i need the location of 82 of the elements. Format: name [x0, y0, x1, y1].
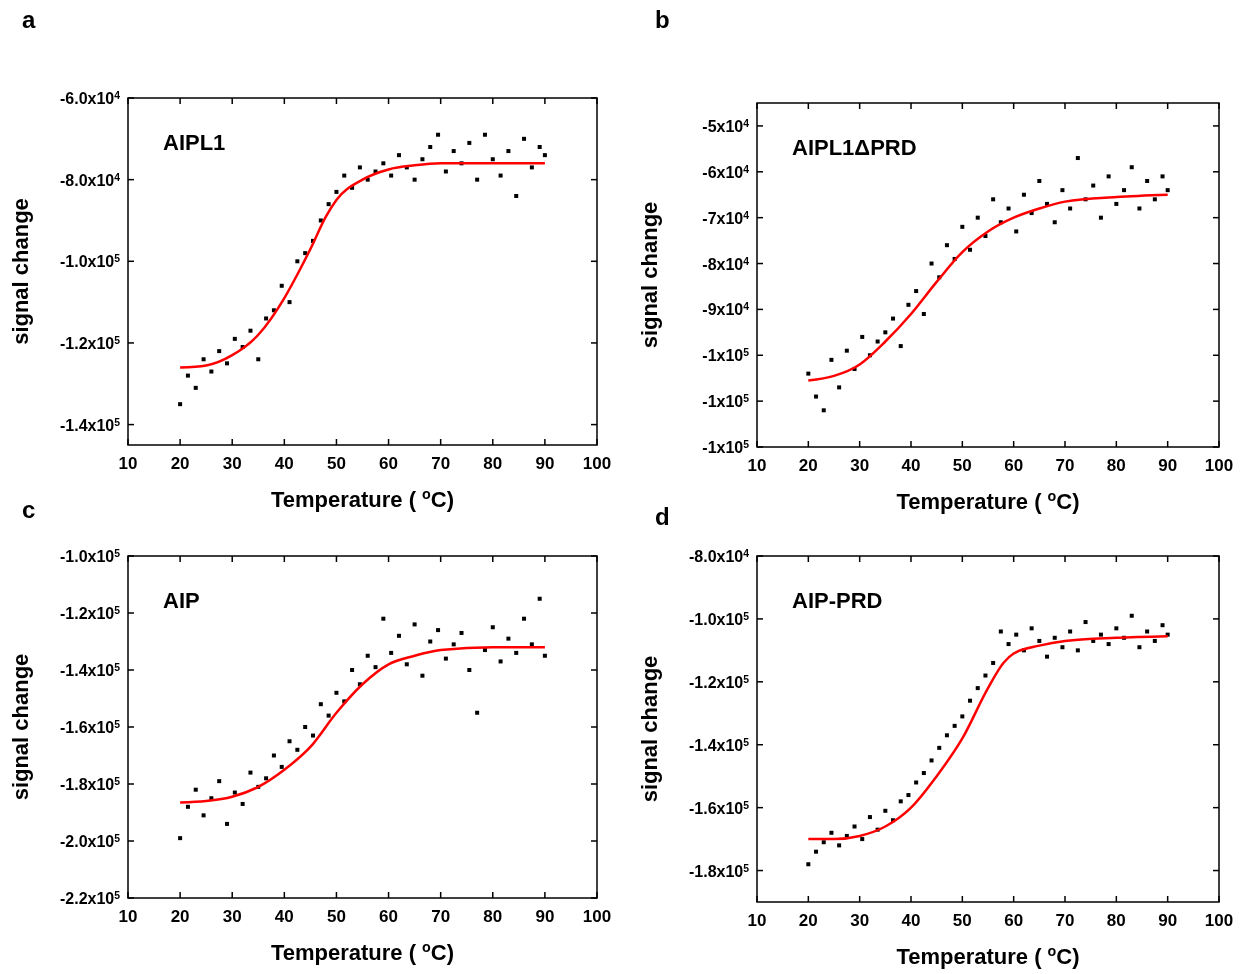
- x-tick-label: 10: [747, 456, 767, 475]
- x-tick-label: 90: [1158, 456, 1178, 475]
- text: AIP-PRD: [792, 588, 883, 613]
- x-tick-label: 10: [118, 454, 138, 473]
- x-tick-label: 100: [582, 907, 612, 926]
- y-axis-title: signal change: [637, 655, 662, 803]
- y-tick-label: -2.0x10$^{5}$: [59, 832, 121, 850]
- x-tick-label: 30: [222, 907, 242, 926]
- x-tick-label: 20: [798, 911, 818, 930]
- y-tick-label: -8.0x10$^{4}$: [59, 171, 121, 189]
- x-tick-label: 100: [582, 454, 612, 473]
- y-tick-label: -1.0x10$^{5}$: [59, 547, 121, 565]
- x-axis-title: Temperature ( $^{o}$C): [270, 939, 455, 965]
- y-tick-label: -1.8x10$^{5}$: [59, 775, 121, 793]
- x-tick-label: 40: [901, 911, 921, 930]
- y-axis-title: signal change: [8, 653, 33, 801]
- y-tick-label: -1.0x10$^{5}$: [688, 610, 750, 628]
- y-tick-label: -1x10$^{5}$: [702, 346, 750, 365]
- x-tick-label: 70: [1055, 911, 1075, 930]
- x-tick-label: 60: [379, 454, 399, 473]
- x-tick-label: 80: [1106, 911, 1126, 930]
- x-tick-label: 60: [379, 907, 399, 926]
- y-tick-label: -1.4x10$^{5}$: [59, 661, 121, 679]
- y-tick-label: -1.4x10$^{5}$: [688, 736, 750, 754]
- x-tick-label: 10: [747, 911, 767, 930]
- y-tick-label: -5x10$^{4}$: [702, 117, 750, 135]
- x-tick-label: 30: [850, 456, 870, 475]
- x-axis-title: Temperature ( $^{o}$C): [896, 488, 1080, 514]
- x-tick-label: 70: [1055, 456, 1075, 475]
- x-tick-label: 80: [483, 907, 503, 926]
- y-tick-label: -1.2x10$^{5}$: [59, 604, 121, 622]
- x-tick-label: 20: [170, 454, 190, 473]
- y-tick-label: -8x10$^{4}$: [702, 255, 750, 273]
- y-tick-label: -1x10$^{5}$: [702, 438, 750, 456]
- x-tick-label: 90: [535, 907, 555, 926]
- x-tick-label: 40: [274, 454, 294, 473]
- y-tick-label: -9x10$^{4}$: [702, 300, 750, 319]
- x-tick-label: 50: [952, 911, 972, 930]
- x-tick-label: 100: [1204, 911, 1234, 930]
- x-tick-label: 30: [850, 911, 870, 930]
- y-tick-label: -8.0x10$^{4}$: [688, 547, 750, 565]
- y-tick-label: -1.8x10$^{5}$: [688, 862, 750, 880]
- x-tick-label: 90: [1158, 911, 1178, 930]
- y-tick-label: -6.0x10$^{4}$: [59, 89, 121, 107]
- y-tick-label: -6x10$^{4}$: [702, 163, 750, 181]
- x-tick-label: 10: [118, 907, 138, 926]
- y-tick-label: -1.2x10$^{5}$: [688, 673, 750, 691]
- y-axis-title: signal change: [8, 198, 33, 345]
- text: AIPL1: [163, 130, 226, 155]
- x-tick-label: 60: [1004, 911, 1024, 930]
- x-tick-label: 100: [1204, 456, 1234, 475]
- text: b: [655, 6, 670, 33]
- y-tick-label: -1.6x10$^{5}$: [59, 718, 121, 736]
- text: a: [22, 6, 36, 33]
- x-tick-label: 80: [1106, 456, 1126, 475]
- x-tick-label: 20: [170, 907, 190, 926]
- y-tick-label: -1x10$^{5}$: [702, 392, 750, 411]
- y-tick-label: -1.6x10$^{5}$: [688, 799, 750, 817]
- x-tick-label: 80: [483, 454, 503, 473]
- y-tick-label: -1.4x10$^{5}$: [59, 416, 121, 434]
- x-tick-label: 60: [1004, 456, 1024, 475]
- x-tick-label: 90: [535, 454, 555, 473]
- text: AIP: [163, 588, 200, 613]
- x-tick-label: 30: [222, 454, 242, 473]
- x-tick-label: 40: [901, 456, 921, 475]
- y-tick-label: -7x10$^{4}$: [702, 209, 750, 227]
- x-axis-title: Temperature ( $^{o}$C): [270, 486, 455, 512]
- y-tick-label: -1.2x10$^{5}$: [59, 334, 121, 352]
- x-tick-label: 40: [274, 907, 294, 926]
- y-axis-title: signal change: [637, 201, 662, 349]
- x-tick-label: 70: [431, 454, 451, 473]
- x-tick-label: 50: [326, 454, 346, 473]
- x-axis-title: Temperature ( $^{o}$C): [896, 943, 1080, 969]
- y-tick-label: -1.0x10$^{5}$: [59, 252, 121, 271]
- text: d: [655, 503, 670, 530]
- x-tick-label: 70: [431, 907, 451, 926]
- y-tick-label: -2.2x10$^{5}$: [59, 889, 121, 907]
- text: c: [22, 496, 36, 523]
- x-tick-label: 50: [952, 456, 972, 475]
- text: AIPL1ΔPRD: [792, 135, 917, 160]
- x-tick-label: 20: [798, 456, 818, 475]
- x-tick-label: 50: [326, 907, 346, 926]
